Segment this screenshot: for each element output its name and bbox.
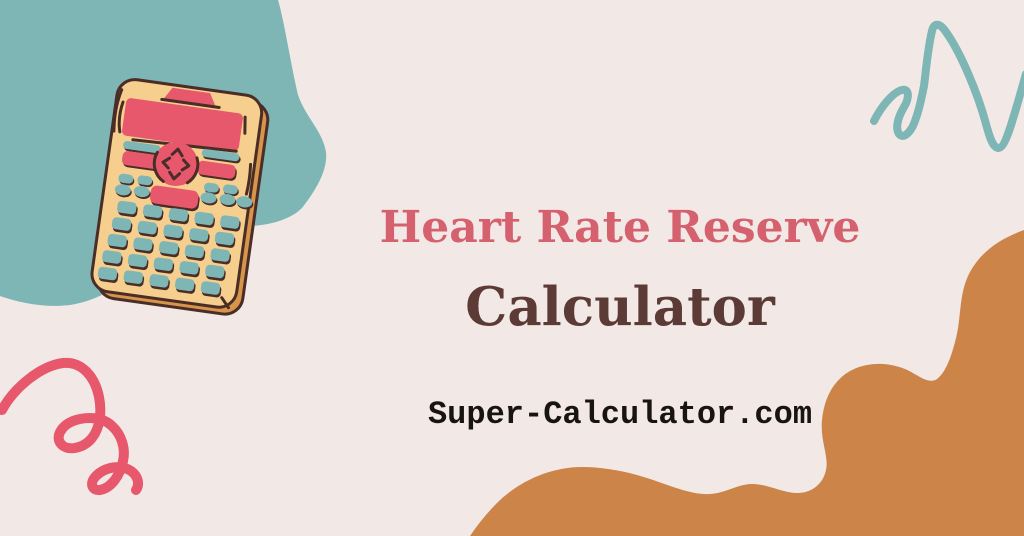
dpad-up-arrow-icon	[170, 147, 184, 158]
website-name: Super-Calculator.com	[427, 396, 813, 433]
dpad-right-arrow-icon	[180, 158, 191, 172]
calculator-display	[122, 98, 243, 151]
dpad-circle	[153, 141, 198, 186]
calculator-illustration	[90, 78, 270, 316]
title-block: Heart Rate Reserve Calculator Super-Calc…	[350, 0, 890, 536]
calculator-solar-strip	[163, 87, 216, 106]
pink-squiggle-doodle	[0, 357, 144, 496]
dpad-down-arrow-icon	[168, 170, 182, 181]
dpad-left-arrow-icon	[161, 156, 172, 170]
orange-blob-shape	[470, 230, 1024, 536]
body-accent-strokes	[112, 88, 124, 133]
banner-title-line1: Heart Rate Reserve	[379, 202, 861, 253]
teal-squiggle-doodle	[870, 20, 1024, 152]
banner-title-line2: Calculator	[465, 276, 775, 338]
